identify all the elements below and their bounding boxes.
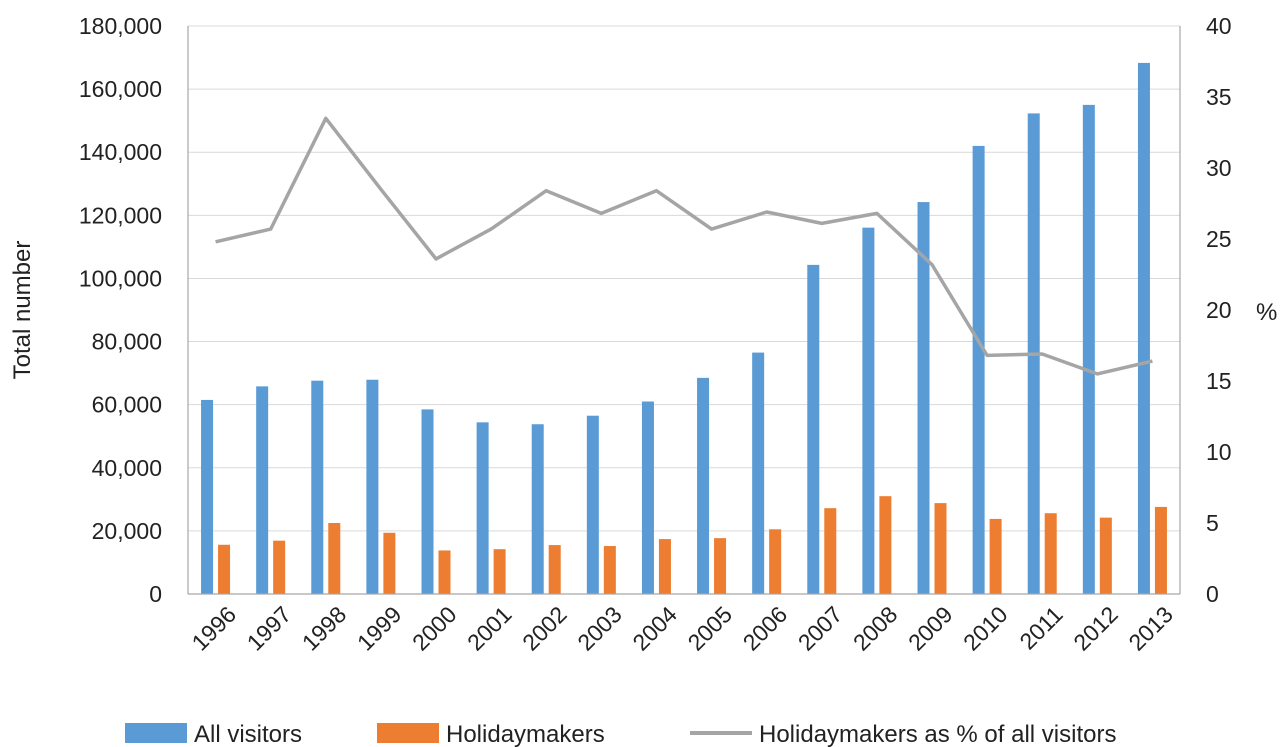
bar-holidaymakers xyxy=(989,518,1002,594)
legend-swatch-all-visitors xyxy=(125,723,187,743)
x-tick-label: 1997 xyxy=(242,601,297,656)
x-tick-label: 1998 xyxy=(297,601,352,656)
bar-holidaymakers xyxy=(1099,517,1112,594)
x-tick-label: 2003 xyxy=(572,601,627,656)
bar-all-visitors xyxy=(201,399,214,594)
bar-holidaymakers xyxy=(714,538,727,594)
legend: All visitors Holidaymakers Holidaymakers… xyxy=(125,721,1116,747)
y2-tick-label: 15 xyxy=(1206,368,1232,394)
y-tick-label: 60,000 xyxy=(92,392,162,418)
bar-holidaymakers xyxy=(548,545,561,594)
bar-all-visitors xyxy=(917,202,930,594)
bar-holidaymakers xyxy=(493,549,506,594)
bar-holidaymakers xyxy=(438,550,451,594)
y2-axis-title: % xyxy=(1256,299,1277,326)
percent-line xyxy=(215,116,1153,376)
x-tick-label: 2013 xyxy=(1123,601,1178,656)
y-tick-label: 20,000 xyxy=(92,518,162,544)
y2-tick-label: 5 xyxy=(1206,510,1219,536)
bar-holidaymakers xyxy=(328,523,341,594)
bar-all-visitors xyxy=(1082,104,1095,594)
y-tick-label: 40,000 xyxy=(92,455,162,481)
y2-tick-label: 35 xyxy=(1206,84,1232,110)
bar-all-visitors xyxy=(366,379,379,594)
bar-holidaymakers xyxy=(383,532,396,594)
bar-holidaymakers xyxy=(1044,513,1057,594)
legend-swatch-holidaymakers xyxy=(377,723,439,743)
bar-all-visitors xyxy=(862,227,875,594)
bar-holidaymakers xyxy=(769,529,782,594)
x-tick-label: 2004 xyxy=(627,601,682,656)
x-tick-label: 2000 xyxy=(407,601,462,656)
bar-all-visitors xyxy=(586,415,599,594)
tick-labels: 0 20,000 40,000 60,000 80,000 100,000 120,000 1… xyxy=(79,13,1232,656)
line-series-percent xyxy=(215,116,1153,376)
axes xyxy=(187,26,1181,595)
bar-all-visitors xyxy=(421,409,434,594)
x-tick-label: 2011 xyxy=(1014,601,1067,654)
y-axis-title: Total number xyxy=(9,241,36,380)
y-tick-label: 160,000 xyxy=(79,76,162,102)
y2-tick-label: 40 xyxy=(1206,13,1232,39)
y2-tick-label: 30 xyxy=(1206,155,1232,181)
y-tick-label: 0 xyxy=(149,581,162,607)
y2-tick-label: 25 xyxy=(1206,226,1232,252)
bar-holidaymakers xyxy=(934,503,947,594)
y-tick-label: 180,000 xyxy=(79,13,162,39)
bar-holidaymakers xyxy=(1154,506,1167,594)
bar-all-visitors xyxy=(697,377,710,594)
y2-tick-label: 0 xyxy=(1206,581,1219,607)
x-tick-label: 2010 xyxy=(958,601,1013,656)
y-tick-label: 140,000 xyxy=(79,139,162,165)
x-tick-label: 2007 xyxy=(793,601,848,656)
x-tick-label: 2001 xyxy=(462,601,517,656)
bar-holidaymakers xyxy=(273,540,286,594)
bars xyxy=(201,62,1167,595)
bar-all-visitors xyxy=(807,264,820,594)
y-tick-label: 100,000 xyxy=(79,265,162,291)
x-tick-label: 1996 xyxy=(187,601,242,656)
bar-holidaymakers xyxy=(879,496,892,594)
bar-all-visitors xyxy=(256,386,269,594)
bar-all-visitors xyxy=(531,424,544,594)
y2-tick-label: 20 xyxy=(1206,297,1232,323)
bar-all-visitors xyxy=(476,422,489,594)
x-tick-label: 2012 xyxy=(1068,601,1123,656)
x-tick-label: 2002 xyxy=(517,601,572,656)
bar-all-visitors xyxy=(972,145,985,594)
bar-holidaymakers xyxy=(658,539,671,594)
legend-label-holidaymakers: Holidaymakers xyxy=(446,721,605,747)
x-tick-label: 2009 xyxy=(903,601,958,656)
bar-all-visitors xyxy=(311,380,324,594)
bar-all-visitors xyxy=(752,352,765,594)
bar-all-visitors xyxy=(1137,62,1150,595)
legend-label-percent-line: Holidaymakers as % of all visitors xyxy=(759,721,1116,747)
legend-label-all-visitors: All visitors xyxy=(194,721,302,747)
x-tick-label: 2008 xyxy=(848,601,903,656)
bar-holidaymakers xyxy=(824,508,837,594)
x-tick-label: 2006 xyxy=(738,601,793,656)
y-tick-label: 80,000 xyxy=(92,329,162,355)
bar-all-visitors xyxy=(641,401,654,594)
y2-tick-label: 10 xyxy=(1206,439,1232,465)
x-tick-label: 1999 xyxy=(352,601,407,656)
y-tick-label: 120,000 xyxy=(79,202,162,228)
bar-holidaymakers xyxy=(603,546,616,594)
x-tick-label: 2005 xyxy=(683,601,738,656)
bar-holidaymakers xyxy=(218,544,231,594)
